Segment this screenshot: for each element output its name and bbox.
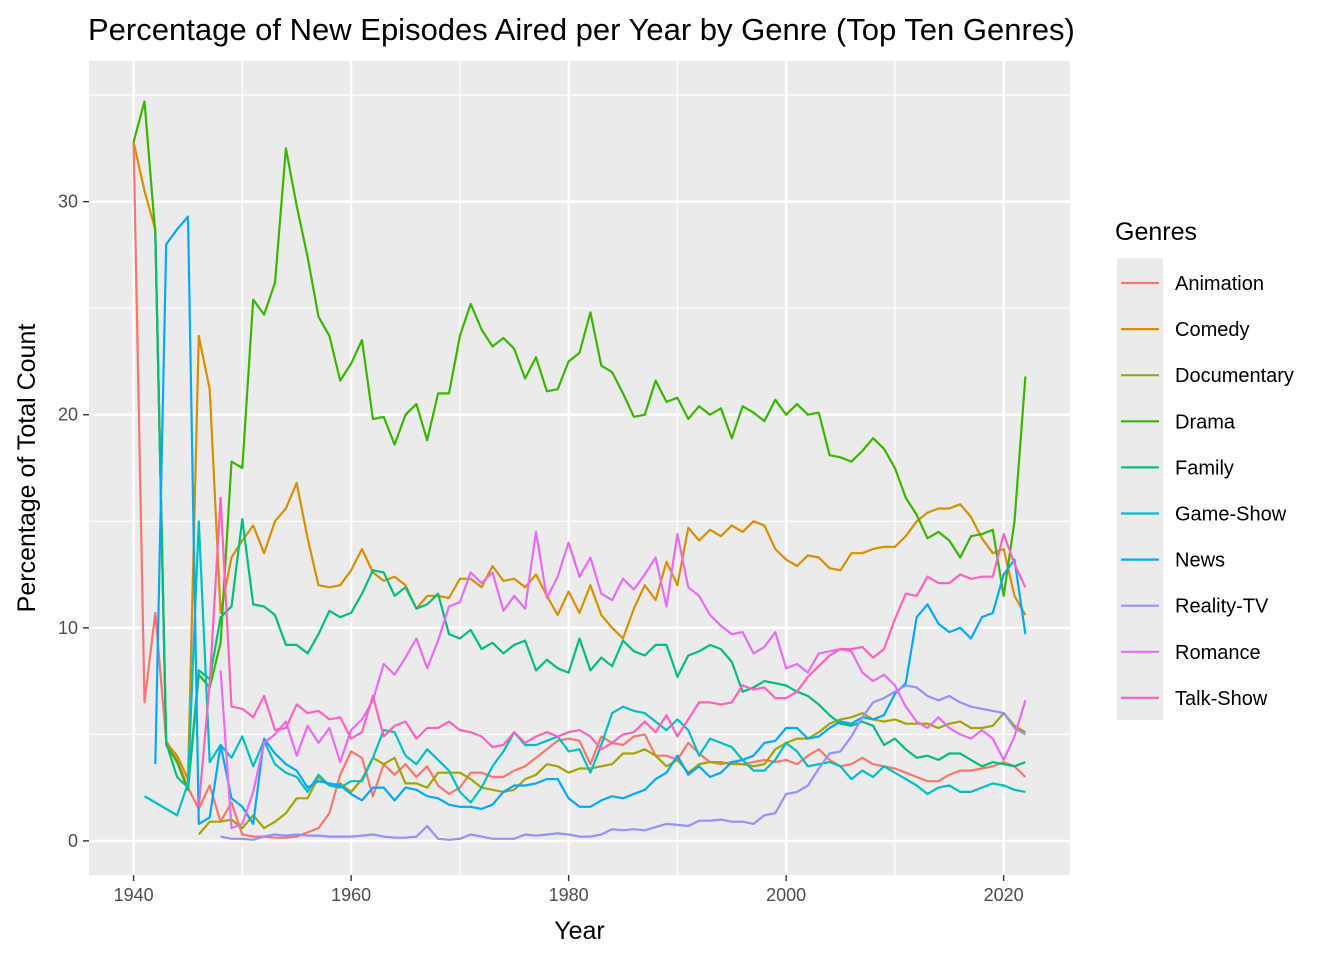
y-tick-label: 30	[58, 192, 78, 212]
plot-panel	[89, 61, 1070, 875]
legend-label-documentary: Documentary	[1175, 365, 1294, 387]
series-line-comedy	[132, 141, 1027, 781]
legend-key-background	[1117, 258, 1163, 720]
x-axis-title: Year	[554, 917, 605, 945]
legend-label-news: News	[1175, 550, 1225, 572]
legend: Genres Animation Comedy Documentary Drama Fa…	[1115, 218, 1294, 720]
series-line-news	[154, 215, 1027, 826]
series-line-talk-show	[197, 496, 1027, 807]
x-tick-label: 1980	[549, 885, 589, 905]
x-tick-label: 2000	[766, 885, 806, 905]
legend-label-drama: Drama	[1175, 411, 1236, 433]
legend-label-family: Family	[1175, 457, 1234, 479]
series-line-family	[154, 233, 1026, 789]
series-line-reality-tv	[220, 684, 1026, 841]
legend-label-comedy: Comedy	[1175, 319, 1249, 341]
series-lines	[132, 100, 1027, 841]
legend-label-game-show: Game-Show	[1175, 504, 1287, 526]
legend-label-talk-show: Talk-Show	[1175, 688, 1268, 710]
series-line-game-show	[143, 520, 1026, 817]
y-tick-label: 20	[58, 405, 78, 425]
series-line-drama	[132, 100, 1027, 791]
legend-label-reality-tv: Reality-TV	[1175, 596, 1269, 618]
legend-label-romance: Romance	[1175, 642, 1261, 664]
series-line-animation	[132, 141, 1027, 839]
chart-title: Percentage of New Episodes Aired per Yea…	[88, 12, 1075, 47]
x-tick-label: 2020	[984, 885, 1024, 905]
legend-title: Genres	[1115, 218, 1197, 246]
series-line-romance	[219, 530, 1027, 830]
legend-label-animation: Animation	[1175, 273, 1264, 295]
x-axis: 1940 1960 1980 2000 2020	[114, 875, 1024, 905]
y-tick-label: 0	[68, 831, 78, 851]
x-tick-label: 1940	[114, 885, 154, 905]
y-axis: 0 10 20 30	[58, 192, 89, 851]
x-tick-label: 1960	[331, 885, 371, 905]
y-axis-title: Percentage of Total Count	[13, 324, 41, 613]
y-tick-label: 10	[58, 618, 78, 638]
